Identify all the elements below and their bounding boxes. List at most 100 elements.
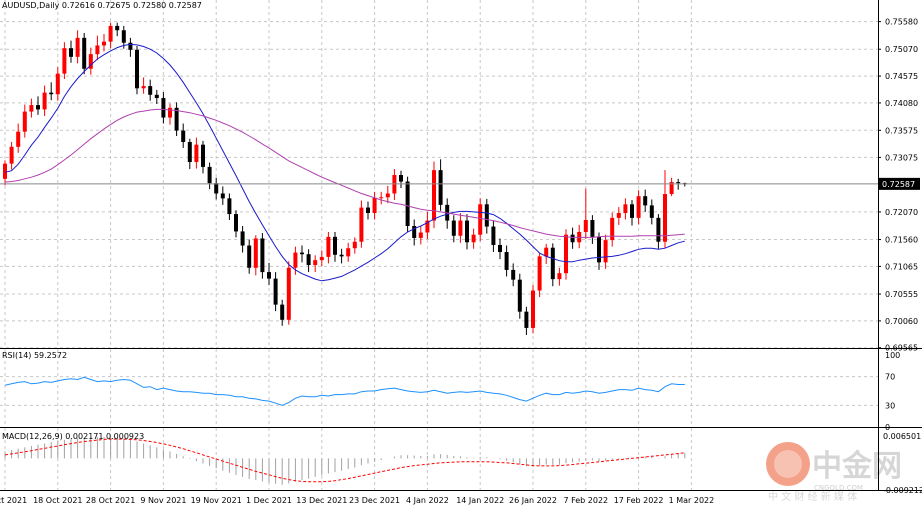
candle-body — [603, 240, 608, 263]
candle-body — [590, 220, 595, 237]
candle-body — [247, 245, 252, 268]
candle-body — [102, 41, 106, 46]
rsi-tick-label: 30 — [885, 401, 895, 410]
candle-body — [260, 238, 265, 273]
candle-body — [458, 220, 463, 236]
candle-body — [418, 232, 423, 238]
candle-body — [88, 54, 93, 69]
price-tick-label: 0.72070 — [885, 208, 918, 217]
candle-body — [564, 234, 568, 274]
candle-body — [148, 86, 153, 95]
watermark-logo-inner-icon — [774, 450, 802, 478]
price-tick-label: 0.75580 — [885, 18, 918, 27]
candle-body — [504, 252, 509, 270]
macd-header: MACD(12,26,9) 0.002171 0.000923 — [2, 432, 144, 441]
candle-body — [405, 181, 410, 227]
candle-body — [676, 182, 681, 184]
candle-body — [95, 45, 100, 55]
candle-body — [471, 234, 476, 243]
x-tick-label: 14 Jan 2022 — [456, 496, 504, 505]
candle-body — [29, 105, 34, 112]
candle-body — [227, 198, 232, 215]
candle-body — [491, 226, 496, 245]
price-tick-label: 0.71065 — [885, 262, 918, 271]
candle-body — [181, 130, 186, 142]
candle-body — [194, 144, 199, 163]
candle-body — [537, 256, 542, 291]
macd-panel — [4, 437, 686, 485]
rsi-line — [4, 376, 685, 406]
candle-body — [135, 49, 139, 89]
candle-body — [207, 166, 212, 184]
watermark-url: CNGOLD.COM — [814, 484, 863, 492]
candle-body — [372, 197, 377, 213]
candle-body — [359, 207, 364, 242]
candle-body — [399, 175, 403, 182]
candle-body — [352, 241, 357, 249]
price-tick-label: 0.71560 — [885, 236, 918, 245]
candle-body — [412, 226, 417, 238]
candle-body — [49, 92, 54, 95]
rsi-header: RSI(14) 59.2572 — [2, 351, 67, 360]
watermark-brand: 中金网 — [812, 449, 902, 484]
x-tick-label: 23 Dec 2021 — [349, 496, 400, 505]
candle-body — [273, 278, 278, 305]
price-tick-label: 0.74575 — [885, 72, 918, 81]
candle-body — [669, 182, 674, 195]
candle-body — [293, 252, 298, 268]
x-tick-label: 4 Jan 2022 — [406, 496, 449, 505]
x-tick-label: 28 Oct 2021 — [86, 496, 135, 505]
candle-body — [326, 236, 331, 257]
candle-body — [524, 311, 529, 328]
candle-body — [69, 48, 73, 57]
candle-body — [643, 196, 648, 206]
current-price-tag — [879, 177, 920, 190]
candle-body — [438, 170, 443, 205]
watermark-logo-icon — [766, 442, 810, 486]
candle-body — [478, 204, 483, 235]
candle-body — [300, 252, 304, 255]
candle-body — [385, 193, 390, 198]
candle-body — [220, 193, 225, 199]
price-tick-label: 0.75070 — [885, 45, 918, 54]
x-tick-label: 19 Nov 2021 — [191, 496, 242, 505]
price-tick-label: 0.70060 — [885, 317, 918, 326]
candle-body — [187, 141, 192, 163]
candle-body — [425, 220, 430, 233]
candle-body — [597, 236, 601, 263]
grid-layer — [0, 0, 878, 490]
candle-body — [610, 217, 615, 241]
x-tick-label: 18 Oct 2021 — [33, 496, 82, 505]
candle-body — [319, 256, 324, 261]
candle-body — [663, 194, 667, 242]
candle-body — [121, 30, 126, 43]
candle-body — [62, 48, 67, 74]
candle-body — [616, 212, 621, 218]
candle-body — [623, 204, 628, 213]
rsi-panel — [4, 376, 685, 406]
x-tick-label: 17 Feb 2022 — [614, 496, 664, 505]
candle-body — [168, 107, 172, 118]
candle-body — [550, 247, 555, 280]
price-tick-label: 0.73075 — [885, 153, 918, 162]
candle-body — [517, 279, 522, 312]
x-tick-label: 9 Nov 2021 — [140, 496, 186, 505]
current-price-label: 0.72587 — [882, 180, 915, 189]
candle-body — [234, 214, 238, 232]
price-tick-label: 0.70555 — [885, 290, 918, 299]
candle-body — [346, 248, 351, 257]
candle-body — [636, 196, 641, 218]
candle-body — [313, 260, 318, 266]
watermark: 中金网 CNGOLD.COM 中 文 财 经 新 媒 体 — [766, 442, 902, 503]
candle-body — [161, 98, 166, 118]
candle-body — [3, 163, 7, 179]
candle-body — [498, 244, 502, 253]
x-tick-label: 6 Oct 2021 — [0, 496, 27, 505]
candle-body — [75, 37, 80, 57]
x-tick-label: 26 Jan 2022 — [509, 496, 557, 505]
price-tick-label: 0.74080 — [885, 99, 918, 108]
candle-body — [214, 183, 219, 194]
price-panel — [0, 22, 878, 335]
